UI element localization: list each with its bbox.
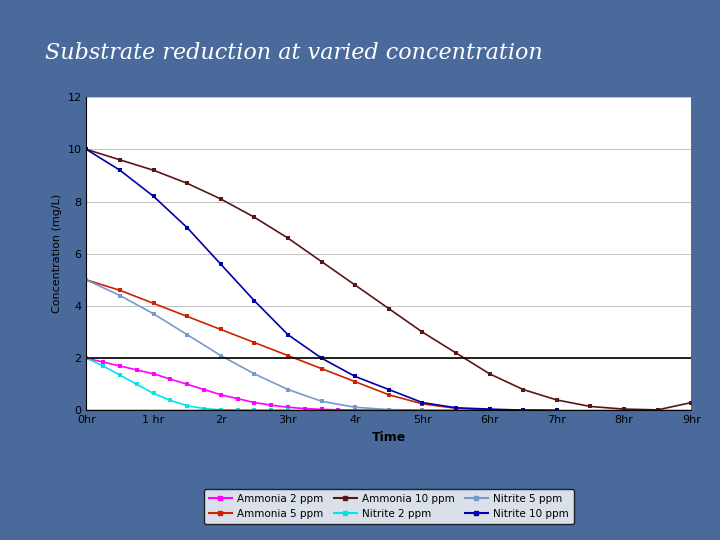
Legend: Ammonia 2 ppm, Ammonia 5 ppm, Ammonia 10 ppm, Nitrite 2 ppm, Nitrite 5 ppm, Nitr: Ammonia 2 ppm, Ammonia 5 ppm, Ammonia 10…: [204, 489, 574, 524]
Text: Substrate reduction at varied concentration: Substrate reduction at varied concentrat…: [45, 42, 543, 64]
Y-axis label: Concentration (mg/L): Concentration (mg/L): [52, 194, 62, 313]
X-axis label: Time: Time: [372, 431, 406, 444]
